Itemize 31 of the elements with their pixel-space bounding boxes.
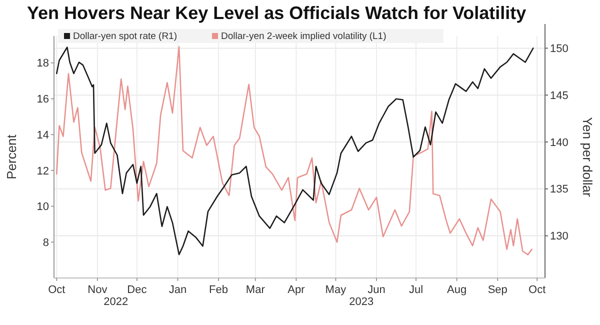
text: 2022 (104, 296, 128, 308)
y2-axis-title: Yen per dollar (580, 117, 595, 198)
y2-tick-label: 150 (550, 43, 568, 56)
x-tick-label: Nov (88, 284, 108, 296)
x-tick-label: Apr (288, 284, 306, 296)
x-tick-label: Oct (528, 284, 546, 296)
y2-tick-label: 130 (550, 230, 568, 243)
y-tick-label: 12 (36, 165, 49, 178)
y-tick-label: 16 (36, 94, 49, 106)
x-tick-label: Feb (209, 284, 228, 296)
x-tick-label: Dec (127, 284, 148, 296)
y-tick-label: 8 (42, 237, 49, 249)
x-tick-label: Aug (447, 284, 467, 296)
x-tick-label: Jul (408, 284, 424, 296)
y2-tick-label: 145 (550, 90, 568, 102)
x-tick-label: Oct (48, 284, 66, 296)
y2-tick-label: 140 (550, 136, 568, 149)
x-tick-label: Jan (168, 284, 187, 296)
legend-label: Dollar-yen 2-week implied volatility (L1) (221, 31, 386, 42)
text: 2023 (349, 296, 374, 308)
legend-label: Dollar-yen spot rate (R1) (73, 31, 178, 42)
y-axis-title: Percent (4, 134, 19, 180)
chart-title: Yen Hovers Near Key Level as Officials Watch for Volatility (27, 3, 526, 23)
x-tick-label: Sep (488, 284, 508, 296)
x-tick-label: Jun (368, 284, 386, 296)
x-tick-label: Mar (246, 284, 266, 296)
x-tick-label: May (325, 284, 347, 296)
y-tick-label: 10 (36, 201, 49, 214)
y-tick-label: 14 (36, 129, 49, 142)
y-tick-label: 18 (36, 58, 49, 70)
y2-tick-label: 135 (550, 184, 568, 196)
